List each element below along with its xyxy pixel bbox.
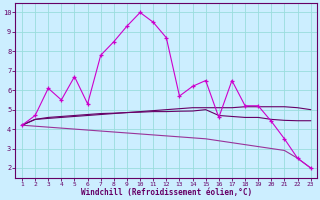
X-axis label: Windchill (Refroidissement éolien,°C): Windchill (Refroidissement éolien,°C) xyxy=(81,188,252,197)
